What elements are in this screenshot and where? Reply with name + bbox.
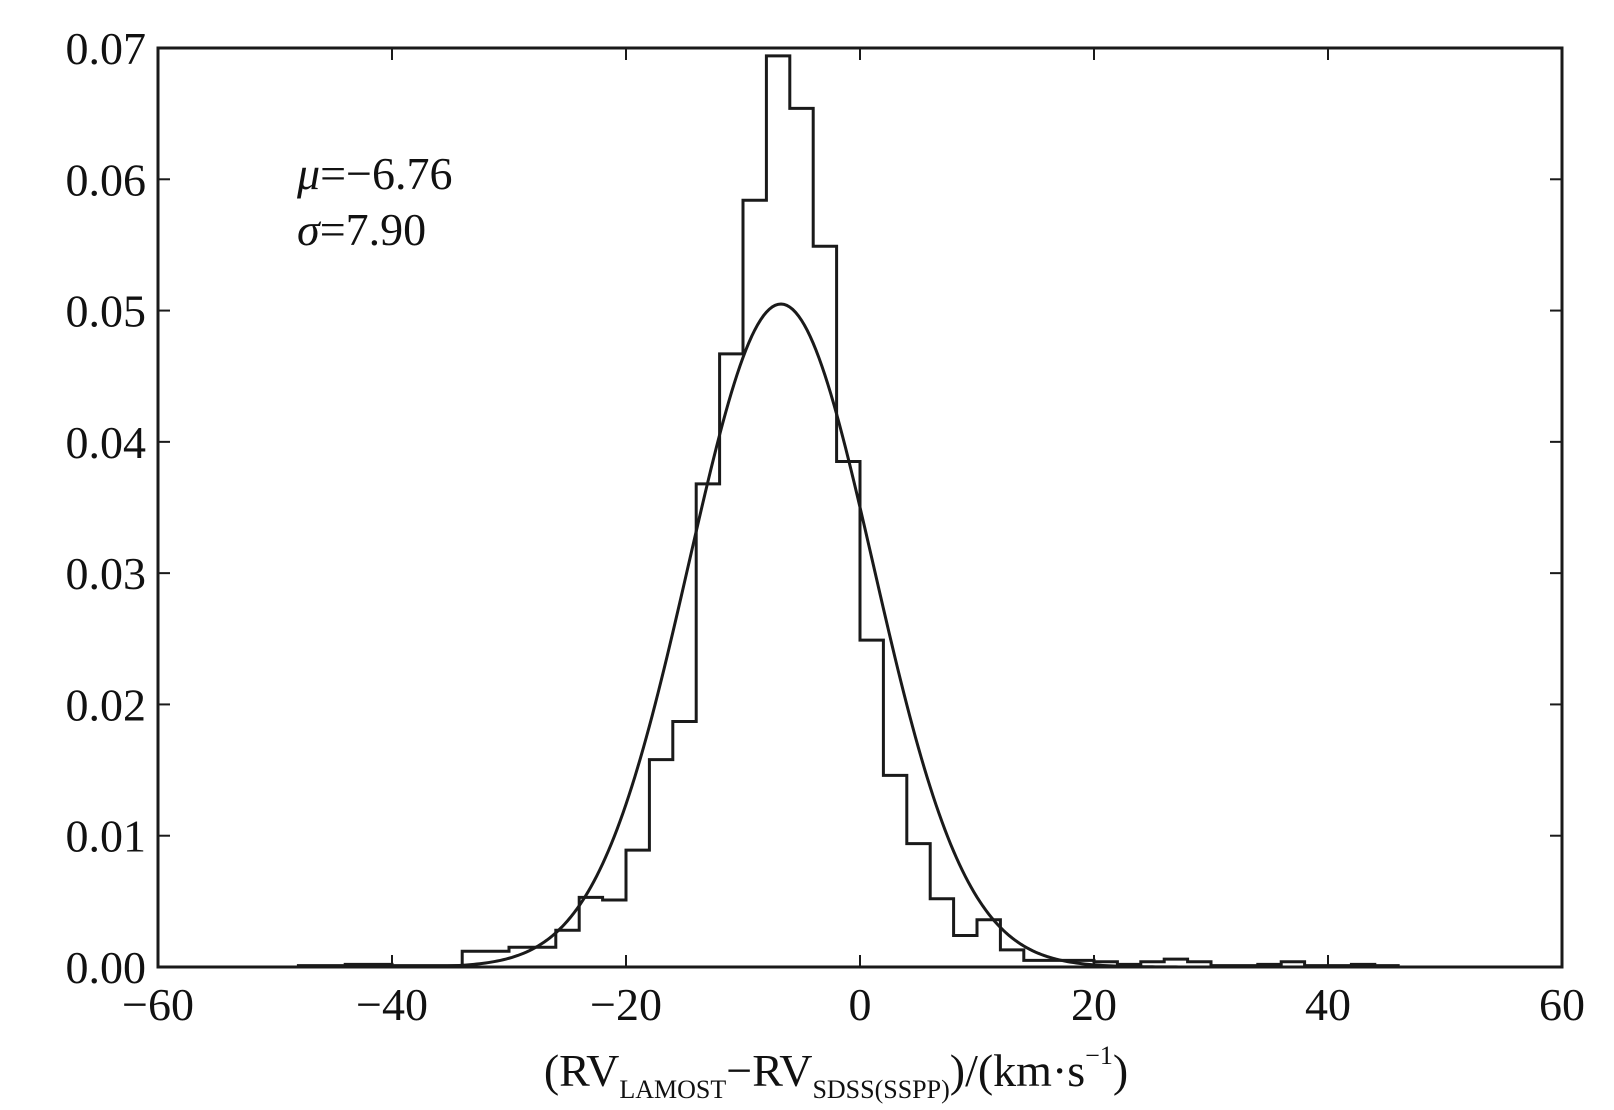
x-tick-labels: −60 −40 −20 0 20 40 60 (122, 979, 1585, 1030)
gaussian-fit-series (391, 302, 1212, 969)
x-label-sup: −1 (1085, 1041, 1113, 1070)
x-label-open: (RV (544, 1045, 620, 1096)
sigma-value: =7.90 (320, 204, 426, 255)
x-label-sub-sdss: SDSS(SSPP) (812, 1075, 949, 1104)
histogram-bin (556, 930, 579, 967)
histogram-bin (930, 899, 953, 967)
y-tick-label: 0.01 (66, 811, 147, 862)
sigma-annotation: σ=7.90 (297, 204, 426, 255)
histogram-bin (579, 897, 602, 967)
plot-frame (156, 46, 1564, 969)
y-tick-label: 0.03 (66, 548, 147, 599)
histogram-bin (696, 484, 719, 967)
y-tick-label: 0.07 (66, 23, 147, 74)
histogram-bin (837, 462, 860, 967)
y-tick-label: 0.00 (66, 942, 147, 993)
gaussian-fit-curve (391, 302, 1212, 969)
x-tick-label: 40 (1305, 979, 1351, 1030)
x-tick-label: 0 (849, 979, 872, 1030)
x-tick-label: 60 (1539, 979, 1585, 1030)
histogram-bin (720, 354, 743, 967)
x-axis-label: (RVLAMOST−RVSDSS(SSPP))/(km·s−1) (544, 1041, 1128, 1104)
y-tick-label: 0.04 (66, 417, 147, 468)
y-tick-label: 0.02 (66, 679, 147, 730)
histogram-bin (1000, 950, 1023, 967)
x-tick-label: 20 (1071, 979, 1117, 1030)
x-label-unit: )/(km·s (950, 1045, 1085, 1096)
histogram-bin (790, 108, 813, 967)
histogram-bin (883, 775, 906, 967)
sigma-symbol: σ (297, 204, 322, 255)
x-tick-label: −60 (122, 979, 194, 1030)
histogram-bin (626, 850, 649, 967)
histogram-bin (532, 947, 555, 967)
mu-value: =−6.76 (320, 148, 452, 199)
histogram-bin (860, 640, 883, 967)
x-label-close: ) (1113, 1045, 1128, 1096)
histogram-bin (603, 900, 626, 967)
histogram-bin (907, 844, 930, 967)
mu-symbol: μ (296, 148, 320, 199)
y-tick-label: 0.05 (66, 286, 147, 337)
histogram-bin (766, 56, 789, 967)
histogram-bin (954, 935, 977, 967)
x-label-mid: −RV (726, 1045, 812, 1096)
histogram-bin (977, 920, 1000, 967)
x-tick-label: −40 (356, 979, 428, 1030)
y-tick-labels: 0.00 0.01 0.02 0.03 0.04 0.05 0.06 0.07 (66, 23, 147, 993)
histogram-bin (673, 721, 696, 967)
x-label-sub-lamost: LAMOST (619, 1075, 726, 1104)
mu-annotation: μ=−6.76 (296, 148, 452, 199)
y-tick-label: 0.06 (66, 154, 147, 205)
histogram-bin (649, 760, 672, 967)
x-tick-label: −20 (590, 979, 662, 1030)
